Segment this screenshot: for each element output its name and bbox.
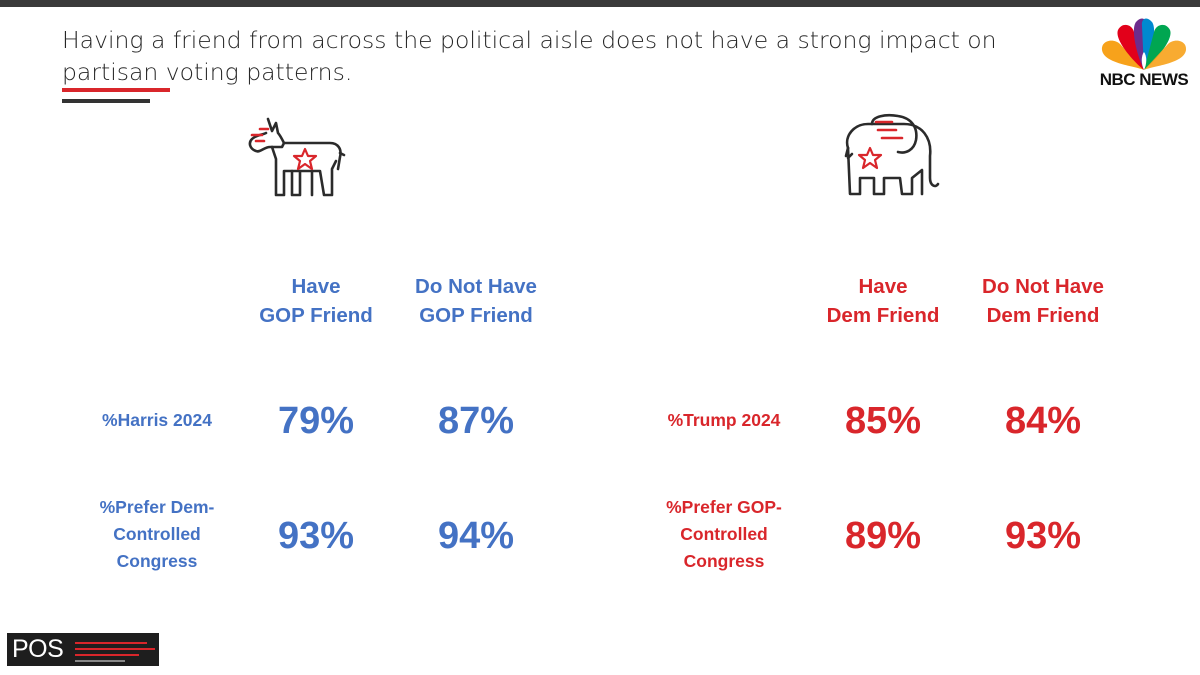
col-header-line: GOP Friend bbox=[259, 304, 373, 327]
value-gop-no-friend-trump: 84% bbox=[1004, 400, 1082, 442]
row-label-line: Congress bbox=[116, 551, 198, 571]
value-dem-have-friend-congress: 93% bbox=[277, 515, 355, 557]
col-header-no-gop-friend: Do Not Have GOP Friend bbox=[391, 272, 561, 330]
col-header-line: Dem Friend bbox=[986, 304, 1100, 327]
donkey-icon bbox=[248, 117, 346, 197]
value-gop-no-friend-congress: 93% bbox=[1004, 515, 1082, 557]
pos-accent-line bbox=[75, 648, 155, 650]
nbc-news-logo: NBC NEWS bbox=[1096, 18, 1192, 90]
row-label-line: %Prefer GOP- bbox=[666, 497, 782, 517]
col-header-line: Dem Friend bbox=[826, 304, 940, 327]
value-dem-have-friend-harris: 79% bbox=[277, 400, 355, 442]
pos-wordmark: POS bbox=[12, 635, 64, 663]
row-label-line: %Prefer Dem- bbox=[99, 497, 215, 517]
peacock-icon bbox=[1101, 18, 1187, 70]
row-label-line: %Harris 2024 bbox=[102, 410, 212, 430]
col-header-have-gop-friend: Have GOP Friend bbox=[231, 272, 401, 330]
col-header-line: GOP Friend bbox=[419, 304, 533, 327]
row-label-line: %Trump 2024 bbox=[667, 410, 781, 430]
row-label-line: Controlled bbox=[680, 524, 768, 544]
pos-accent-line bbox=[75, 654, 139, 656]
top-bar bbox=[0, 0, 1200, 7]
slide-title: Having a friend from across the politica… bbox=[62, 26, 997, 86]
value-dem-no-friend-congress: 94% bbox=[437, 515, 515, 557]
row-label-line: Controlled bbox=[113, 524, 201, 544]
value-dem-no-friend-harris: 87% bbox=[437, 400, 515, 442]
nbc-news-wordmark: NBC NEWS bbox=[1099, 70, 1189, 89]
col-header-line: Do Not Have bbox=[982, 275, 1104, 298]
pos-accent-line bbox=[75, 642, 147, 644]
value-gop-have-friend-congress: 89% bbox=[844, 515, 922, 557]
elephant-icon bbox=[844, 113, 940, 196]
col-header-line: Do Not Have bbox=[415, 275, 537, 298]
row-label-harris-2024: %Harris 2024 bbox=[72, 407, 242, 434]
row-label-line: Congress bbox=[683, 551, 765, 571]
col-header-no-dem-friend: Do Not Have Dem Friend bbox=[958, 272, 1128, 330]
value-gop-have-friend-trump: 85% bbox=[844, 400, 922, 442]
col-header-line: Have bbox=[858, 275, 908, 298]
col-header-line: Have bbox=[291, 275, 341, 298]
row-label-trump-2024: %Trump 2024 bbox=[639, 407, 809, 434]
pos-logo: POS bbox=[7, 633, 159, 666]
pos-accent-line bbox=[75, 660, 125, 662]
title-accent-red bbox=[62, 88, 170, 92]
row-label-prefer-gop-congress: %Prefer GOP- Controlled Congress bbox=[639, 494, 809, 575]
col-header-have-dem-friend: Have Dem Friend bbox=[798, 272, 968, 330]
title-accent-dark bbox=[62, 99, 150, 103]
row-label-prefer-dem-congress: %Prefer Dem- Controlled Congress bbox=[72, 494, 242, 575]
